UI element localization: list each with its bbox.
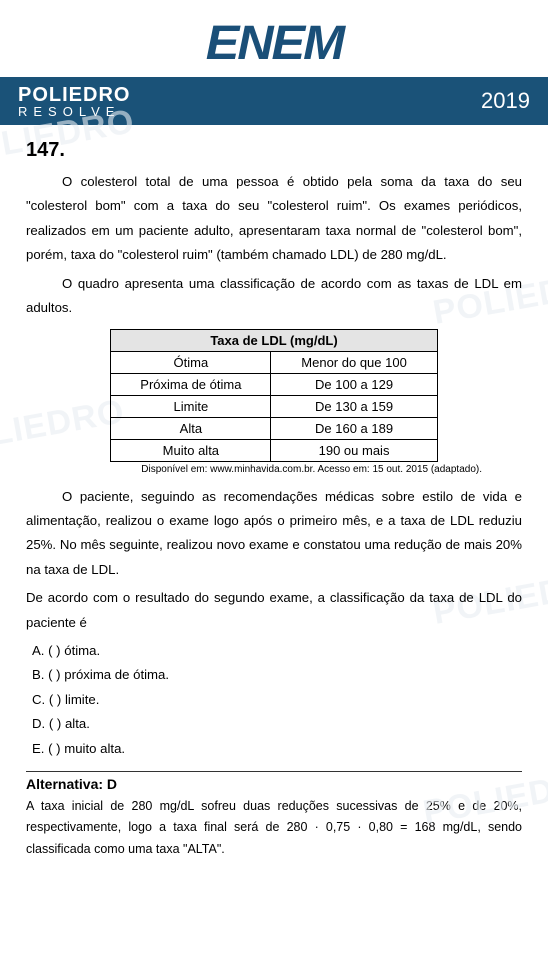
question-number: 147. bbox=[26, 139, 522, 162]
answer-block: Alternativa: D A taxa inicial de 280 mg/… bbox=[0, 776, 548, 860]
table-row: Próxima de ótimaDe 100 a 129 bbox=[111, 373, 437, 395]
paragraph-2: O quadro apresenta uma classificação de … bbox=[26, 272, 522, 321]
paragraph-1: O colesterol total de uma pessoa é obtid… bbox=[26, 170, 522, 268]
enem-logo: ENEM bbox=[205, 16, 342, 71]
brand-bottom: RESOLVE bbox=[18, 105, 130, 118]
brand-band: POLIEDRO RESOLVE 2019 bbox=[0, 77, 548, 125]
year-label: 2019 bbox=[481, 88, 530, 114]
option-a[interactable]: A. ( ) ótima. bbox=[32, 639, 522, 663]
brand-stack: POLIEDRO RESOLVE bbox=[18, 85, 130, 118]
option-c[interactable]: C. ( ) limite. bbox=[32, 688, 522, 712]
table-caption: Disponível em: www.minhavida.com.br. Ace… bbox=[26, 464, 522, 475]
option-e[interactable]: E. ( ) muito alta. bbox=[32, 737, 522, 761]
question-content: 147. O colesterol total de uma pessoa é … bbox=[0, 125, 548, 761]
paragraph-4: De acordo com o resultado do segundo exa… bbox=[26, 586, 522, 635]
table-row: LimiteDe 130 a 159 bbox=[111, 395, 437, 417]
table-row: AltaDe 160 a 189 bbox=[111, 417, 437, 439]
brand-top: POLIEDRO bbox=[18, 85, 130, 105]
paragraph-1-text: O colesterol total de uma pessoa é obtid… bbox=[26, 174, 522, 262]
paragraph-2-text: O quadro apresenta uma classificação de … bbox=[26, 276, 522, 315]
paragraph-3-text: O paciente, seguindo as recomendações mé… bbox=[26, 489, 522, 577]
option-d[interactable]: D. ( ) alta. bbox=[32, 712, 522, 736]
option-b[interactable]: B. ( ) próxima de ótima. bbox=[32, 663, 522, 687]
header-logo-area: ENEM bbox=[0, 0, 548, 77]
table-header: Taxa de LDL (mg/dL) bbox=[111, 329, 437, 351]
table-row: ÓtimaMenor do que 100 bbox=[111, 351, 437, 373]
ldl-table: Taxa de LDL (mg/dL) ÓtimaMenor do que 10… bbox=[110, 329, 437, 462]
divider bbox=[26, 771, 522, 772]
table-row: Muito alta190 ou mais bbox=[111, 439, 437, 461]
options-list: A. ( ) ótima. B. ( ) próxima de ótima. C… bbox=[26, 639, 522, 761]
answer-label: Alternativa: D bbox=[26, 776, 522, 792]
answer-explanation: A taxa inicial de 280 mg/dL sofreu duas … bbox=[26, 796, 522, 860]
paragraph-3: O paciente, seguindo as recomendações mé… bbox=[26, 485, 522, 583]
